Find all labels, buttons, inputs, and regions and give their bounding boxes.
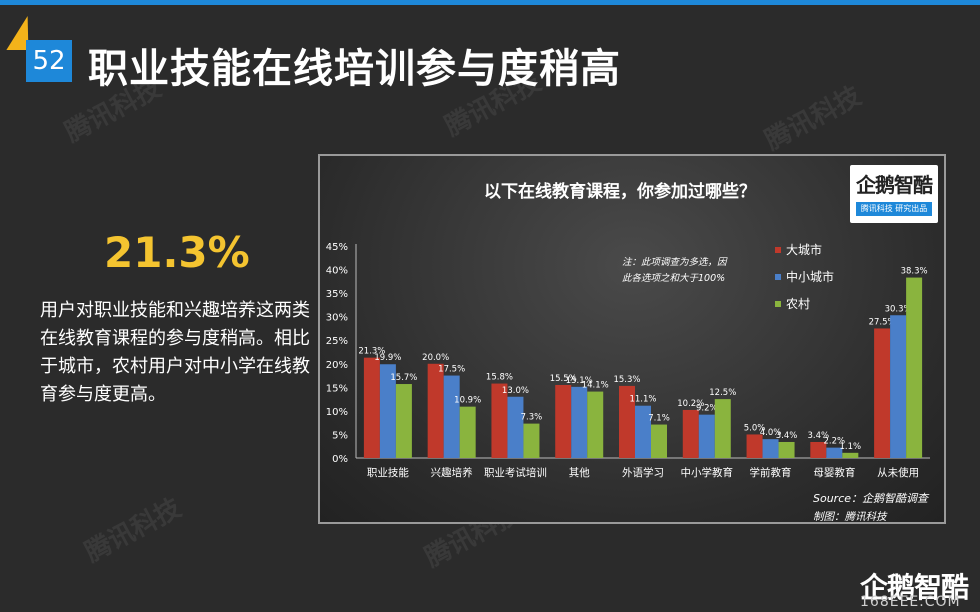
chart-source: Source：企鹅智酷调查	[813, 492, 930, 505]
legend-label: 农村	[786, 297, 810, 311]
y-tick-label: 25%	[326, 336, 348, 347]
data-label: 15.7%	[390, 373, 417, 383]
bar	[779, 442, 795, 458]
bar	[699, 415, 715, 458]
bar	[396, 384, 412, 458]
chart-note-line1: 注：此项调查为多选，因	[622, 256, 728, 268]
bar	[683, 410, 699, 458]
description-text: 用户对职业技能和兴趣培养这两类在线教育课程的参与度稍高。相比于城市，农村用户对中…	[40, 297, 310, 409]
x-tick-label: 职业考试培训	[484, 466, 547, 479]
data-label: 9.2%	[696, 404, 718, 414]
bar	[651, 425, 667, 458]
legend-swatch	[775, 301, 781, 307]
bar	[507, 397, 523, 458]
data-label: 10.9%	[454, 396, 481, 406]
watermark: 腾讯科技	[77, 488, 186, 570]
data-label: 15.3%	[613, 375, 640, 385]
y-tick-label: 45%	[326, 242, 348, 253]
data-label: 14.1%	[582, 381, 609, 391]
x-tick-label: 兴趣培养	[431, 466, 473, 479]
bar	[842, 453, 858, 458]
data-label: 38.3%	[901, 267, 928, 277]
bar	[906, 278, 922, 458]
logo-card: 企鹅智酷 腾讯科技 研究出品	[850, 165, 938, 223]
data-label: 12.5%	[709, 388, 736, 398]
y-tick-label: 30%	[326, 313, 348, 324]
x-tick-label: 职业技能	[367, 466, 409, 479]
x-tick-label: 中小学教育	[681, 466, 734, 479]
logo-card-name: 企鹅智酷	[856, 169, 932, 198]
legend-label: 大城市	[786, 242, 822, 257]
legend-swatch	[775, 247, 781, 253]
bar	[890, 315, 906, 458]
bar	[523, 424, 539, 458]
y-tick-label: 20%	[326, 360, 348, 371]
x-tick-label: 母婴教育	[813, 466, 855, 479]
bar	[444, 376, 460, 458]
chart-title: 以下在线教育课程，你参加过哪些？	[484, 181, 756, 202]
bar	[587, 392, 603, 458]
bar	[763, 439, 779, 458]
y-tick-label: 10%	[326, 407, 348, 418]
data-label: 3.4%	[776, 431, 798, 441]
bar	[460, 407, 476, 458]
x-tick-label: 学前教育	[750, 466, 792, 479]
chart-maker: 制图：腾讯科技	[813, 511, 888, 523]
watermark: 腾讯科技	[757, 76, 866, 158]
top-accent-bar	[0, 0, 980, 5]
y-tick-label: 40%	[326, 266, 348, 277]
slide-number: 52	[26, 40, 72, 82]
bar	[364, 358, 380, 458]
y-tick-label: 35%	[326, 289, 348, 300]
bar	[571, 387, 587, 458]
logo-card-tagline: 腾讯科技 研究出品	[856, 202, 932, 216]
data-label: 17.5%	[438, 365, 465, 375]
chart-note-line2: 此各选项之和大于100%	[622, 272, 725, 284]
site-watermark: 168EEE.COM	[860, 594, 961, 610]
y-tick-label: 15%	[326, 383, 348, 394]
data-label: 19.9%	[374, 353, 401, 363]
data-label: 1.1%	[840, 442, 862, 452]
data-label: 15.8%	[486, 373, 513, 383]
x-tick-label: 从未使用	[877, 466, 919, 479]
data-label: 7.1%	[648, 414, 670, 424]
data-label: 7.3%	[521, 413, 543, 423]
bar	[555, 385, 571, 458]
data-label: 20.0%	[422, 353, 449, 363]
y-tick-label: 0%	[332, 454, 348, 465]
legend-label: 中小城市	[786, 269, 834, 284]
data-label: 13.0%	[502, 386, 529, 396]
bar	[715, 399, 731, 458]
legend-swatch	[775, 274, 781, 280]
y-tick-label: 5%	[332, 430, 348, 441]
x-tick-label: 其他	[569, 466, 590, 479]
highlight-stat: 21.3%	[104, 228, 250, 277]
x-tick-label: 外语学习	[622, 466, 664, 479]
bar	[428, 364, 444, 458]
data-label: 11.1%	[629, 395, 656, 405]
bar	[874, 328, 890, 458]
